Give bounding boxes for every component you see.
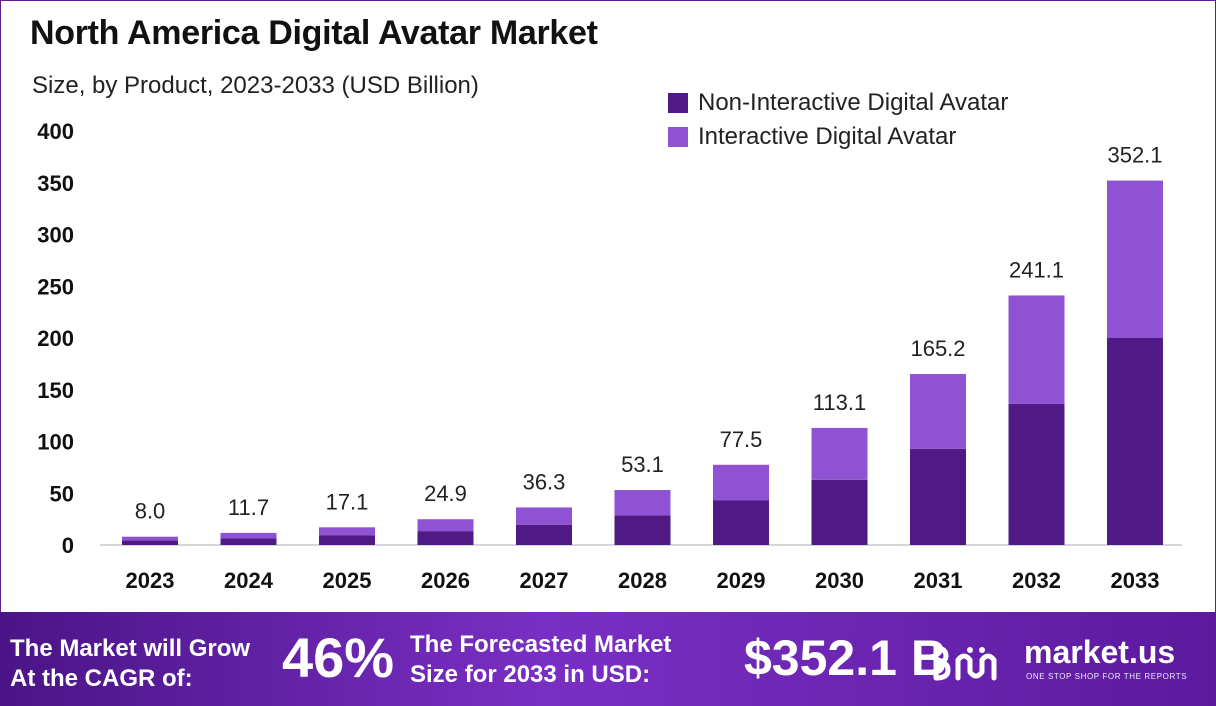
- x-tick-label: 2030: [815, 568, 864, 593]
- bar-total-label: 241.1: [1009, 257, 1064, 282]
- bar-interactive: [122, 536, 178, 541]
- footer-banner: The Market will Grow At the CAGR of: 46%…: [0, 612, 1216, 706]
- market-us-logo-icon: [933, 645, 997, 681]
- y-tick-label: 100: [37, 430, 74, 455]
- bar-non-interactive: [811, 479, 868, 545]
- legend-swatch-interactive: [668, 127, 688, 147]
- x-tick-label: 2032: [1012, 568, 1061, 593]
- y-tick-label: 300: [37, 223, 74, 248]
- bar-non-interactive: [516, 524, 572, 545]
- x-tick-label: 2026: [421, 568, 470, 593]
- legend-label-interactive: Interactive Digital Avatar: [698, 123, 957, 150]
- x-tick-label: 2024: [224, 568, 274, 593]
- y-tick-label: 0: [62, 533, 74, 558]
- bar-total-label: 77.5: [720, 427, 763, 452]
- bar-non-interactive: [319, 535, 375, 545]
- bar-total-label: 8.0: [135, 499, 166, 524]
- y-tick-label: 350: [37, 171, 74, 196]
- bar-total-label: 53.1: [621, 452, 664, 477]
- bar-interactive: [1107, 180, 1163, 338]
- bar-total-label: 352.1: [1107, 143, 1162, 168]
- bar-total-label: 24.9: [424, 481, 467, 506]
- legend-swatch-non-interactive: [668, 93, 688, 113]
- legend-item-non-interactive: Non-Interactive Digital Avatar: [668, 86, 1008, 120]
- y-tick-label: 400: [37, 119, 74, 144]
- bar-interactive: [614, 490, 671, 516]
- cagr-value: 46%: [282, 626, 395, 689]
- bar-interactive: [713, 464, 769, 501]
- bar-non-interactive: [122, 540, 178, 545]
- legend-item-interactive: Interactive Digital Avatar: [668, 120, 1008, 154]
- bar-non-interactive: [1107, 338, 1163, 545]
- x-tick-label: 2028: [618, 568, 667, 593]
- bar-non-interactive: [713, 500, 769, 545]
- bar-total-label: 165.2: [910, 336, 965, 361]
- bar-total-label: 36.3: [523, 469, 566, 494]
- y-tick-label: 50: [50, 481, 74, 506]
- bar-interactive: [910, 374, 966, 449]
- x-tick-label: 2023: [126, 568, 175, 593]
- chart-title: North America Digital Avatar Market: [30, 14, 598, 52]
- bar-non-interactive: [614, 515, 671, 545]
- legend-label-non-interactive: Non-Interactive Digital Avatar: [698, 89, 1009, 116]
- bar-non-interactive: [220, 538, 277, 545]
- bar-total-label: 11.7: [228, 495, 269, 520]
- bar-non-interactive: [1008, 403, 1065, 545]
- y-tick-label: 250: [37, 274, 74, 299]
- chart-subtitle: Size, by Product, 2023-2033 (USD Billion…: [32, 72, 479, 99]
- legend: Non-Interactive Digital Avatar Interacti…: [668, 86, 1008, 154]
- forecast-value: $352.1 B: [744, 630, 947, 686]
- forecast-caption: The Forecasted Market Size for 2033 in U…: [410, 630, 671, 690]
- bar-total-label: 17.1: [326, 489, 369, 514]
- growth-caption-line2: At the CAGR of:: [10, 665, 193, 692]
- growth-caption: The Market will Grow At the CAGR of:: [10, 634, 250, 694]
- x-tick-label: 2029: [717, 568, 766, 593]
- y-tick-label: 200: [37, 326, 74, 351]
- bar-interactive: [417, 519, 474, 532]
- bar-total-label: 113.1: [813, 390, 866, 415]
- x-tick-label: 2033: [1111, 568, 1160, 593]
- brand-tagline: ONE STOP SHOP FOR THE REPORTS: [1026, 672, 1188, 681]
- x-tick-label: 2031: [914, 568, 963, 593]
- y-tick-label: 150: [37, 378, 74, 403]
- bar-interactive: [319, 527, 375, 536]
- growth-caption-line1: The Market will Grow: [10, 635, 251, 662]
- x-tick-label: 2025: [323, 568, 372, 593]
- bar-chart: 0 50 100 150 200 250 300 350 400 8.0 2023 11.7 2024 1…: [37, 119, 1182, 593]
- bar-interactive: [811, 427, 868, 480]
- bar-interactive: [220, 532, 277, 539]
- x-tick-label: 2027: [520, 568, 569, 593]
- forecast-caption-line1: The Forecasted Market: [410, 631, 672, 658]
- bar-non-interactive: [910, 448, 966, 545]
- bar-non-interactive: [417, 531, 474, 545]
- bar-interactive: [516, 507, 572, 525]
- bar-interactive: [1008, 295, 1065, 404]
- brand-name: market.us: [1024, 634, 1176, 670]
- forecast-caption-line2: Size for 2033 in USD:: [410, 661, 651, 688]
